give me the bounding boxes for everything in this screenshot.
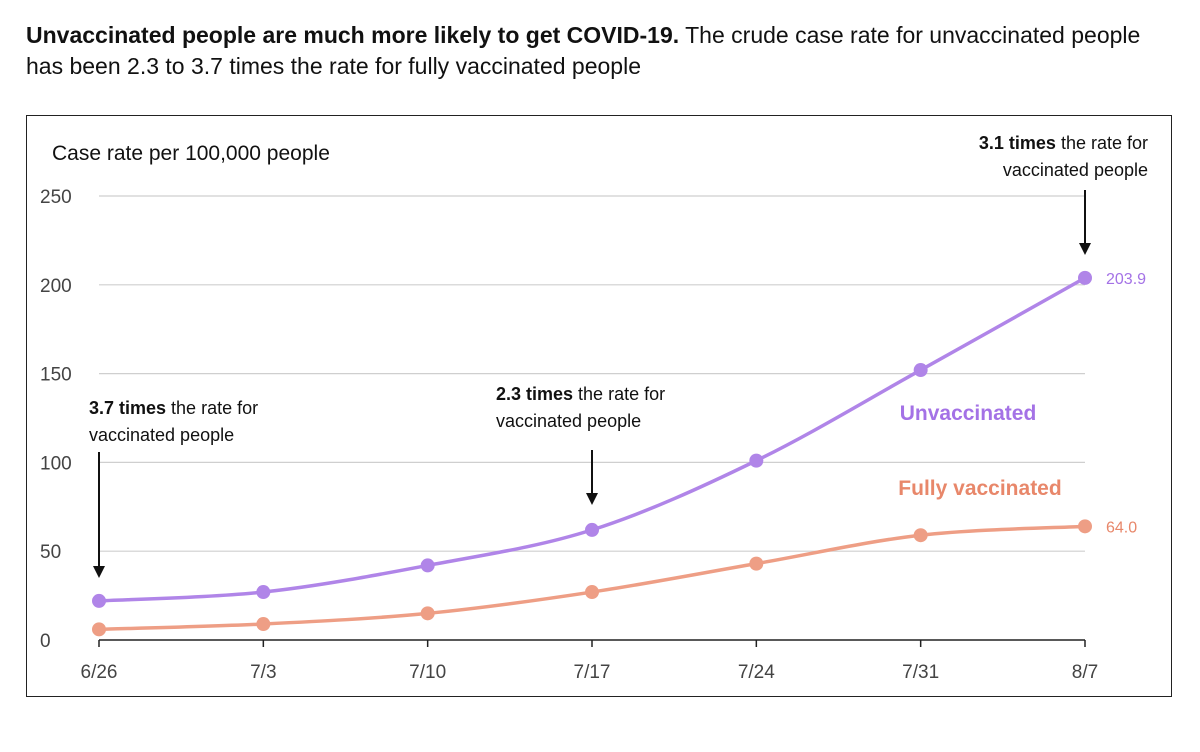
annotation-line1: 3.7 times the rate for (89, 398, 258, 418)
annotation-arrow-head (586, 493, 598, 505)
x-tick-label: 7/24 (738, 662, 775, 683)
x-tick-label: 8/7 (1072, 662, 1098, 683)
y-tick-label: 150 (40, 365, 72, 386)
annotation-text: the rate for (166, 398, 258, 418)
y-tick-label: 250 (40, 187, 72, 208)
data-point (420, 606, 435, 621)
data-point (749, 556, 764, 571)
x-tick-label: 6/26 (81, 662, 118, 683)
x-tick-label: 7/31 (902, 662, 939, 683)
data-point (1078, 270, 1092, 285)
data-point (585, 585, 599, 600)
annotation-bold: 3.1 times (979, 133, 1056, 153)
annotation-arrow-head (93, 566, 105, 578)
data-point (913, 363, 928, 378)
data-point (92, 593, 106, 608)
data-point (256, 617, 271, 632)
data-point (1078, 519, 1092, 534)
end-value-label: 203.9 (1106, 271, 1146, 288)
x-tick-label: 7/17 (574, 662, 611, 683)
annotation-text: the rate for (573, 384, 665, 404)
annotation-bold: 2.3 times (496, 384, 573, 404)
annotation-line2: vaccinated people (1003, 160, 1148, 180)
data-point (585, 522, 599, 537)
series-label: Fully vaccinated (898, 477, 1061, 500)
annotation-arrow-head (1079, 243, 1091, 255)
annotation-bold: 3.7 times (89, 398, 166, 418)
y-axis-title: Case rate per 100,000 people (52, 142, 330, 165)
annotation-line2: vaccinated people (496, 411, 641, 431)
series-line-fully-vaccinated (98, 524, 1086, 632)
annotation-line2: vaccinated people (89, 425, 234, 445)
series-label: Unvaccinated (900, 402, 1037, 425)
data-point (913, 528, 928, 543)
y-tick-label: 50 (40, 542, 61, 563)
data-point (92, 622, 106, 637)
y-tick-label: 100 (40, 453, 72, 474)
y-tick-label: 0 (40, 631, 51, 652)
end-value-label: 64.0 (1106, 519, 1137, 536)
annotation-line1: 3.1 times the rate for (979, 133, 1148, 153)
x-tick-label: 7/3 (250, 662, 276, 683)
data-point (256, 585, 271, 600)
annotation-line1: 2.3 times the rate for (496, 384, 665, 404)
series-line-unvaccinated (98, 276, 1086, 603)
data-point (749, 453, 764, 468)
headline-bold: Unvaccinated people are much more likely… (26, 22, 680, 48)
headline-rest: The crude case rate for unvaccinated peo… (26, 22, 1141, 79)
data-point (420, 558, 435, 573)
annotation-text: the rate for (1056, 133, 1148, 153)
y-tick-label: 200 (40, 276, 72, 297)
x-tick-label: 7/10 (409, 662, 446, 683)
headline: Unvaccinated people are much more likely… (26, 20, 1176, 82)
chart-frame (26, 115, 1172, 697)
